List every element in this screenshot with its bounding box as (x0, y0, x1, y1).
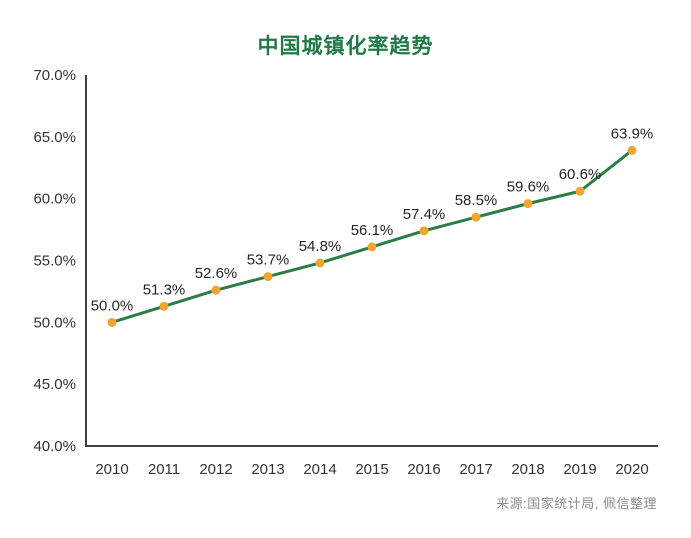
data-labels: 50.0% 51.3% 52.6% 53.7% 54.8% 56.1% 57.4% 58.5%… (91, 125, 654, 314)
y-axis-tick-labels: 40.0% 45.0% 50.0% 55.0% 60.0% 65.0% 70.0% (33, 67, 76, 455)
x-tick-label: 2013 (251, 461, 284, 478)
y-tick-label: 60.0% (33, 191, 76, 208)
x-tick-label: 2016 (407, 461, 440, 478)
series-markers (107, 145, 637, 327)
data-point-marker (211, 285, 221, 295)
chart-title: 中国城镇化率趋势 (257, 35, 434, 58)
data-label: 60.6% (559, 166, 602, 183)
source-caption: 来源:国家统计局, 佩信整理 (496, 496, 657, 511)
y-tick-label: 40.0% (33, 438, 76, 455)
data-point-marker (419, 226, 429, 236)
data-point-marker (367, 242, 377, 252)
data-label: 56.1% (351, 222, 394, 239)
x-tick-label: 2015 (355, 461, 388, 478)
data-label: 59.6% (507, 179, 550, 196)
data-label: 52.6% (195, 265, 238, 282)
data-label: 58.5% (455, 192, 498, 209)
data-point-marker (107, 317, 117, 327)
data-label: 63.9% (611, 125, 654, 142)
data-point-marker (523, 199, 533, 209)
data-label: 51.3% (143, 281, 186, 298)
data-point-marker (471, 212, 481, 222)
x-tick-label: 2020 (615, 461, 648, 478)
x-tick-label: 2019 (563, 461, 596, 478)
y-tick-label: 70.0% (33, 67, 76, 84)
y-tick-label: 50.0% (33, 314, 76, 331)
data-label: 57.4% (403, 206, 446, 223)
y-tick-label: 55.0% (33, 253, 76, 270)
x-tick-label: 2012 (199, 461, 232, 478)
data-point-marker (159, 301, 169, 311)
data-point-marker (575, 186, 585, 196)
x-tick-label: 2014 (303, 461, 336, 478)
x-tick-label: 2017 (459, 461, 492, 478)
x-tick-label: 2018 (511, 461, 544, 478)
data-label: 54.8% (299, 238, 342, 255)
y-tick-label: 65.0% (33, 129, 76, 146)
data-point-marker (263, 272, 273, 282)
y-tick-label: 45.0% (33, 376, 76, 393)
x-tick-label: 2011 (148, 461, 180, 478)
x-axis-tick-labels: 2010 2011 2012 2013 2014 2015 2016 2017 2018 2019… (95, 461, 648, 478)
data-point-marker (315, 258, 325, 268)
data-label: 50.0% (91, 297, 134, 314)
data-label: 53.7% (247, 252, 290, 269)
data-point-marker (627, 145, 637, 155)
x-tick-label: 2010 (95, 461, 128, 478)
axis-lines (85, 75, 658, 447)
